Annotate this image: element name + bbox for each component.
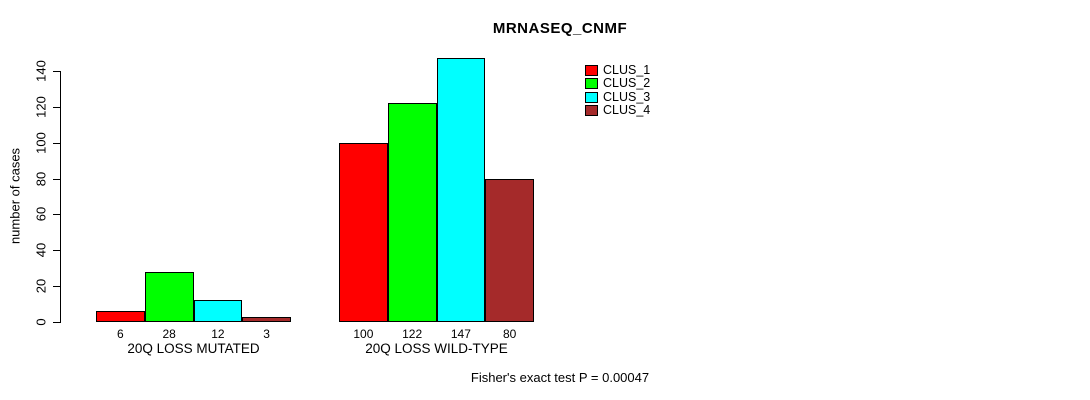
legend-label: CLUS_2 — [603, 76, 651, 91]
bar-value-label: 80 — [502, 327, 517, 341]
y-tick-label: 120 — [33, 95, 49, 118]
y-tick-label: 40 — [33, 243, 49, 258]
legend-swatch-icon — [585, 65, 598, 77]
bar-value-label: 28 — [162, 327, 176, 341]
y-tick-mark — [53, 142, 60, 144]
y-tick-label: 20 — [33, 278, 49, 294]
footer-stat-text: Fisher's exact test P = 0.00047 — [470, 370, 650, 385]
bar-clus_4-wild-type — [485, 178, 534, 322]
y-tick-label: 140 — [33, 60, 49, 82]
y-tick-label: 100 — [33, 131, 49, 154]
y-tick-label: 80 — [33, 171, 49, 186]
bar-value-label: 6 — [117, 327, 124, 341]
y-tick-mark — [53, 286, 60, 288]
legend-row-clus_4: CLUS_4 — [585, 104, 650, 117]
y-tick-label: 0 — [33, 318, 49, 326]
bar-value-label: 122 — [402, 327, 423, 341]
group-label: 20Q LOSS MUTATED — [127, 341, 260, 356]
y-tick-mark — [53, 250, 60, 252]
legend: CLUS_1 CLUS_2 CLUS_3 CLUS_4 — [585, 64, 650, 117]
bar-clus_1-mutated — [96, 311, 145, 322]
y-tick-label: 60 — [33, 207, 49, 222]
chart-title: MRNASEQ_CNMF — [492, 20, 628, 37]
legend-row-clus_2: CLUS_2 — [585, 77, 650, 90]
bar-clus_3-wild-type — [436, 58, 486, 322]
y-tick-mark — [53, 322, 60, 323]
bar-value-label: 12 — [211, 327, 225, 341]
legend-swatch-icon — [585, 105, 598, 117]
y-axis-line — [60, 71, 61, 323]
bar-value-label: 147 — [450, 327, 471, 341]
y-tick-mark — [53, 71, 60, 72]
group-label: 20Q LOSS WILD-TYPE — [365, 341, 508, 356]
legend-label: CLUS_4 — [603, 103, 651, 118]
y-tick-mark — [53, 178, 60, 180]
legend-label: CLUS_3 — [603, 89, 651, 104]
bar-clus_1-wild-type — [339, 142, 388, 322]
legend-swatch-icon — [585, 78, 598, 90]
y-tick-mark — [53, 106, 60, 108]
bar-value-label: 3 — [263, 327, 270, 341]
legend-swatch-icon — [585, 91, 598, 103]
bar-value-label: 100 — [353, 327, 374, 341]
legend-row-clus_3: CLUS_3 — [585, 89, 651, 104]
legend-row-clus_1: CLUS_1 — [585, 64, 650, 77]
legend-label: CLUS_1 — [603, 63, 651, 78]
bar-clus_4-mutated — [242, 316, 291, 322]
bar-clus_2-mutated — [144, 271, 194, 322]
y-axis-label-text: number of cases — [7, 147, 23, 245]
bar-clus_3-mutated — [193, 300, 243, 322]
y-tick-mark — [53, 214, 60, 216]
bar-clus_2-wild-type — [387, 103, 437, 322]
